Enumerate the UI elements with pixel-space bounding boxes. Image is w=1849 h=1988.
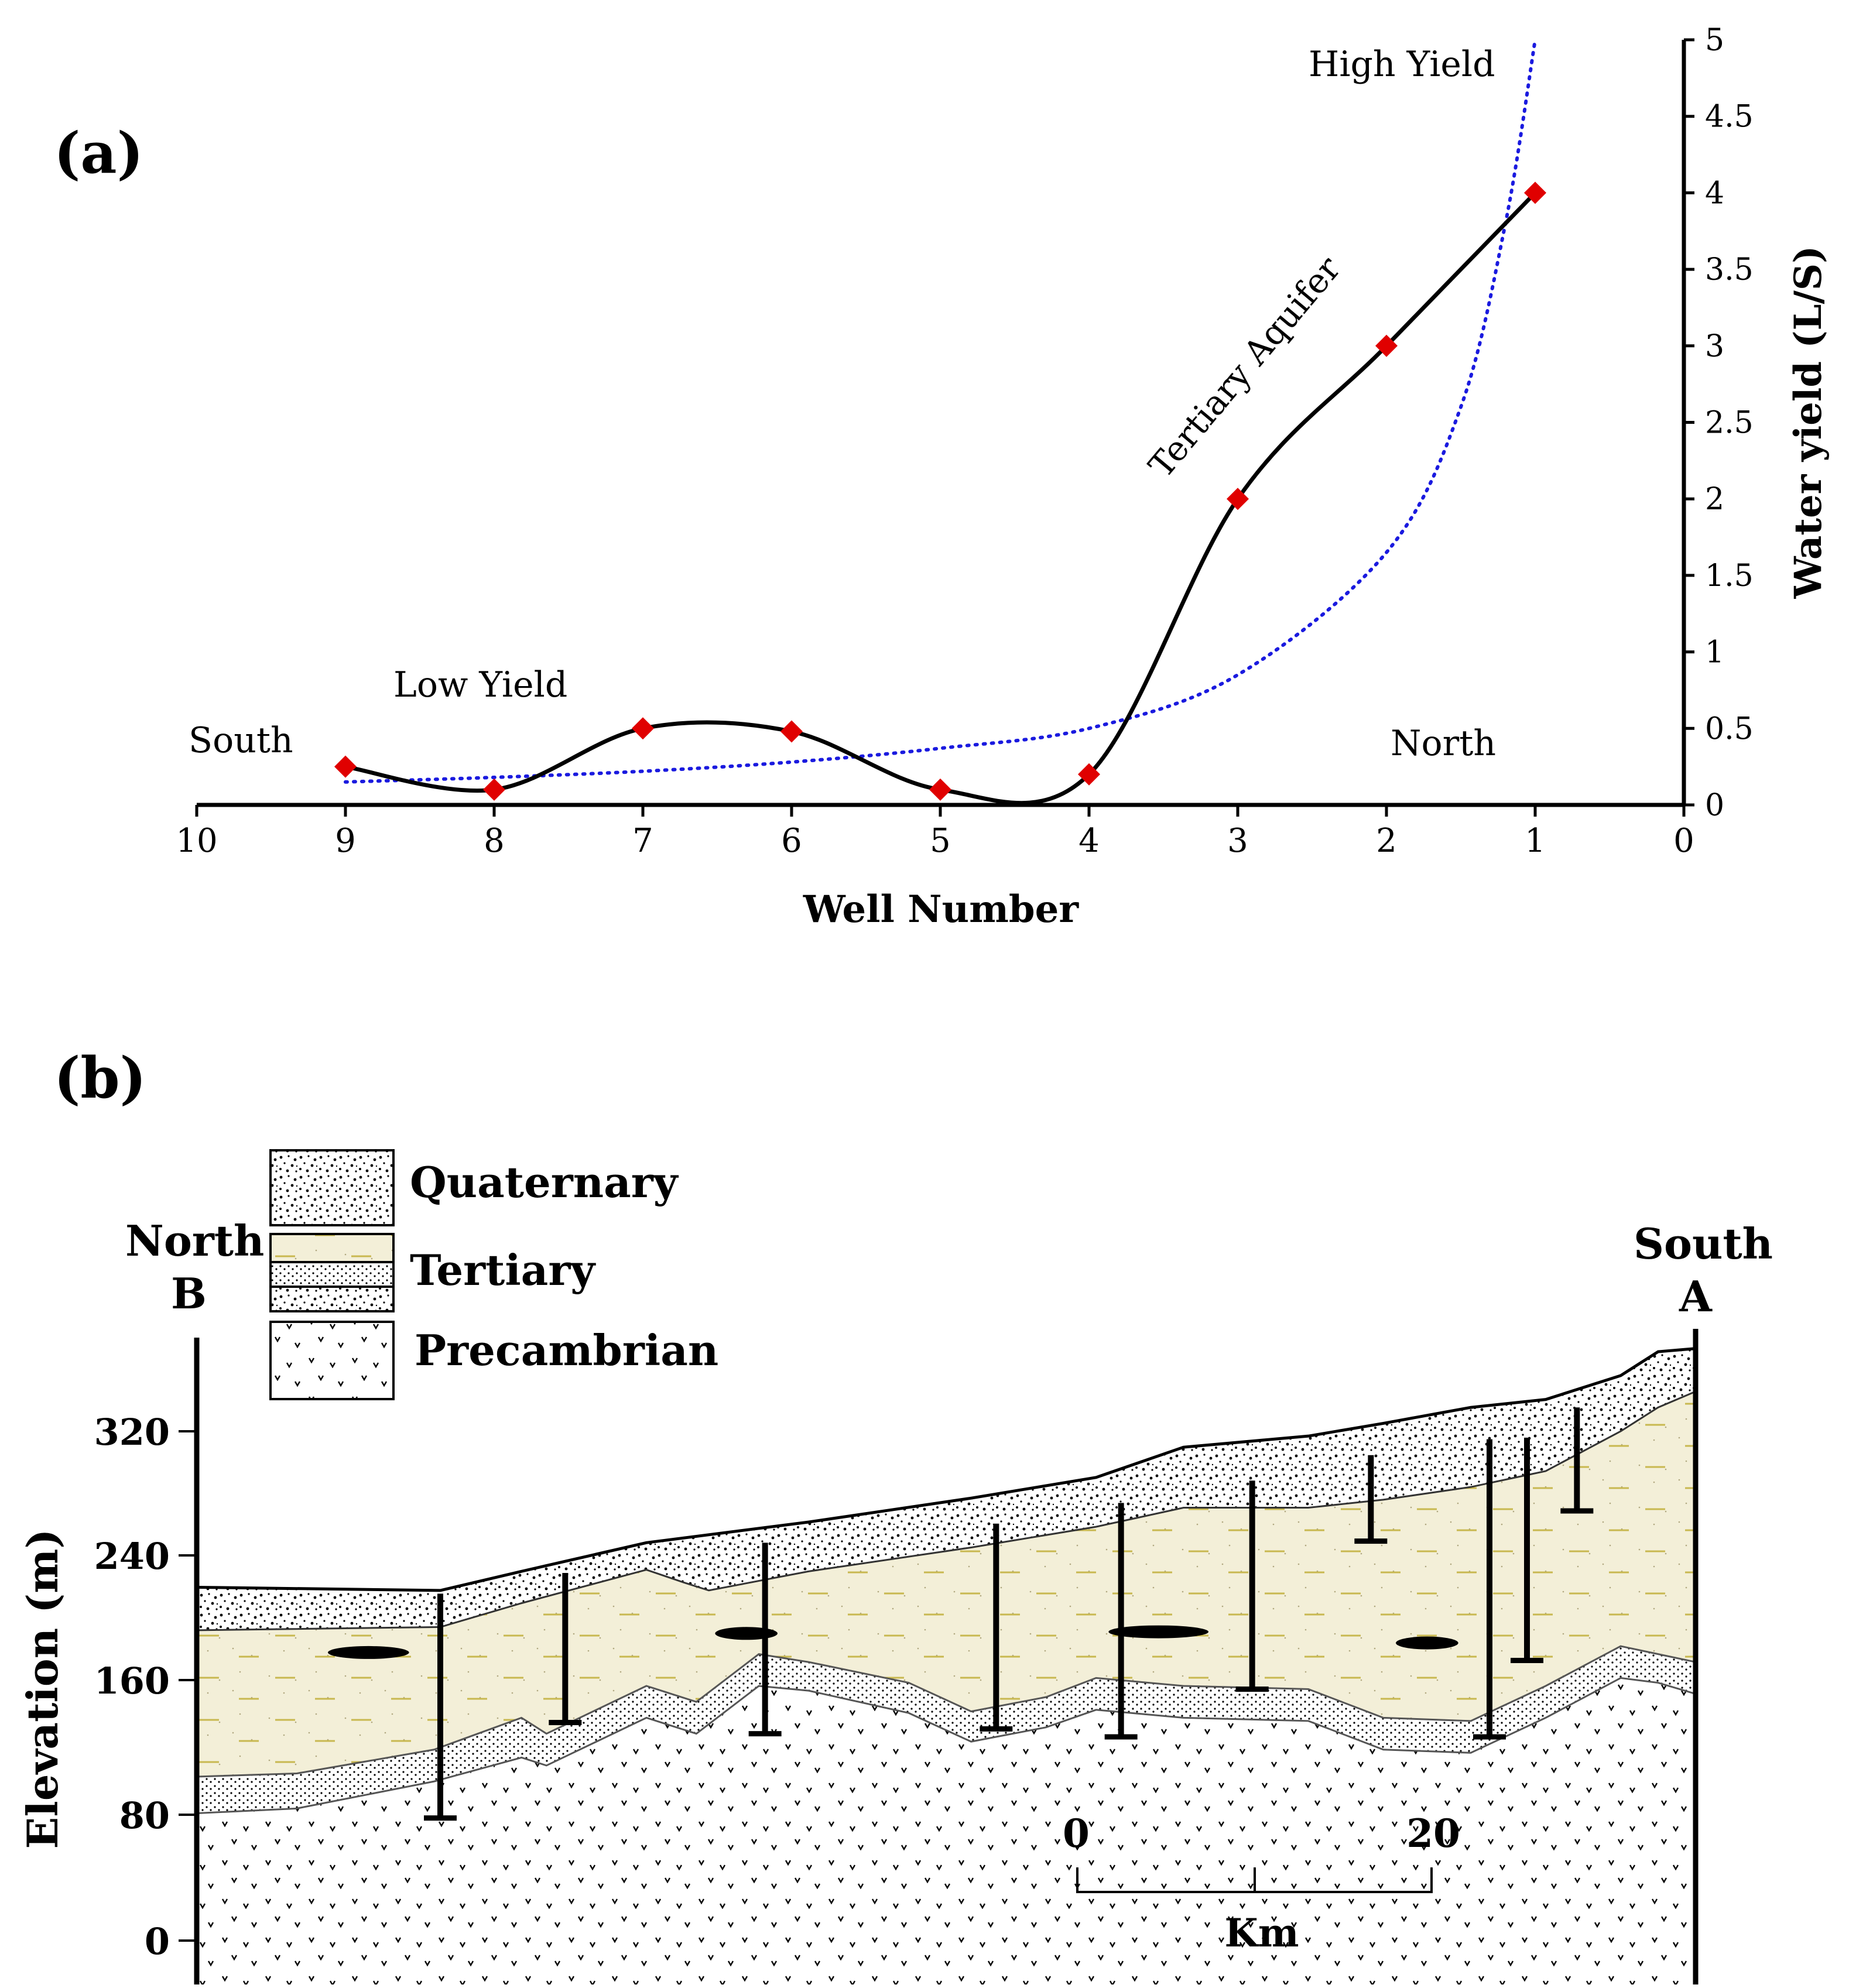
panel-b-cross-section: (b) Quaternary Tertiary Precambrian Nort… bbox=[18, 1045, 1773, 1984]
panel-a-label: (a) bbox=[54, 120, 143, 186]
y-tick-label: 0 bbox=[1705, 788, 1724, 823]
x-tick-label: 2 bbox=[1376, 822, 1397, 860]
x-tick-label: 8 bbox=[484, 822, 505, 860]
south-point-label: A bbox=[1679, 1271, 1713, 1321]
annotation-south: South bbox=[189, 720, 293, 761]
quaternary-base-line bbox=[196, 1390, 1696, 1631]
layer-tertiary bbox=[197, 1391, 1696, 1777]
y-tick-label: 4 bbox=[1705, 176, 1724, 211]
elevation-label-0: 0 bbox=[145, 1920, 170, 1963]
annotation-high-yield: High Yield bbox=[1309, 44, 1495, 85]
elevation-axis-title: Elevation (m) bbox=[18, 1529, 67, 1849]
data-point-marker bbox=[1375, 334, 1398, 357]
legend-swatch-tertiary-lower bbox=[269, 1286, 395, 1312]
data-point-marker bbox=[1524, 181, 1546, 204]
scale-bar-start: 0 bbox=[1063, 1811, 1090, 1856]
legend-swatch-quaternary bbox=[269, 1149, 395, 1226]
clay-lens bbox=[715, 1627, 778, 1640]
x-tick-label: 9 bbox=[335, 822, 356, 860]
legend-swatch-precambrian bbox=[269, 1321, 395, 1400]
elevation-axis: 320 240 160 80 0 Elevation (m) bbox=[18, 1411, 197, 1963]
legend-swatch-tertiary-upper bbox=[269, 1233, 395, 1263]
x-tick-label: 4 bbox=[1078, 822, 1100, 860]
panel-a-chart: (a) 10 9 8 7 6 5 4 3 2 1 0 00.511.522.533.544.55 W… bbox=[54, 23, 1830, 931]
y-tick-label: 5 bbox=[1705, 23, 1724, 58]
legend: Quaternary Tertiary Precambrian bbox=[269, 1149, 718, 1400]
y-tick-label: 1 bbox=[1705, 635, 1724, 670]
north-label: North bbox=[125, 1216, 264, 1266]
north-point-label: B bbox=[171, 1269, 207, 1318]
data-point-marker bbox=[334, 755, 357, 778]
legend-label-precambrian: Precambrian bbox=[415, 1325, 718, 1375]
scale-bar: 0 20 Km bbox=[1063, 1811, 1460, 1956]
trend-line bbox=[344, 38, 1537, 784]
clay-lens bbox=[328, 1646, 409, 1659]
legend-swatch-tertiary-middle bbox=[269, 1261, 395, 1288]
data-point-marker bbox=[929, 778, 951, 801]
elevation-label-80: 80 bbox=[119, 1794, 170, 1837]
y-tick-label: 4.5 bbox=[1705, 100, 1754, 135]
x-tick-label: 10 bbox=[176, 822, 217, 860]
y-tick-label: 1.5 bbox=[1705, 558, 1754, 594]
elevation-label-160: 160 bbox=[94, 1660, 170, 1702]
x-axis-title: Well Number bbox=[803, 887, 1080, 931]
annotation-low-yield: Low Yield bbox=[393, 664, 567, 705]
y-axis-title: Water yield (L/S) bbox=[1786, 246, 1830, 599]
panel-b-label: (b) bbox=[54, 1045, 146, 1111]
y-tick-label: 3.5 bbox=[1705, 252, 1754, 287]
scale-bar-unit: Km bbox=[1224, 1910, 1299, 1956]
x-tick-label: 3 bbox=[1227, 822, 1248, 860]
x-tick-label: 0 bbox=[1673, 822, 1694, 860]
data-point-marker bbox=[483, 778, 505, 801]
south-label: South bbox=[1634, 1219, 1773, 1269]
elevation-label-320: 320 bbox=[94, 1411, 170, 1454]
y-tick-label: 2 bbox=[1705, 482, 1724, 517]
legend-label-quaternary: Quaternary bbox=[410, 1157, 679, 1207]
x-tick-label: 5 bbox=[930, 822, 951, 860]
x-tick-label: 6 bbox=[781, 822, 802, 860]
legend-label-tertiary: Tertiary bbox=[410, 1245, 596, 1295]
x-tick-label: 1 bbox=[1525, 822, 1546, 860]
annotation-tertiary-aquifer: Tertiary Aquifer bbox=[1141, 249, 1348, 485]
tertiary-base-line bbox=[196, 1645, 1696, 1778]
annotation-north: North bbox=[1391, 723, 1496, 764]
ground-surface-line bbox=[196, 1347, 1696, 1592]
scale-bar-end: 20 bbox=[1406, 1811, 1460, 1856]
y-tick-label: 2.5 bbox=[1705, 406, 1754, 441]
y-tick-label: 0.5 bbox=[1705, 711, 1754, 746]
elevation-label-240: 240 bbox=[94, 1535, 170, 1578]
clay-lens bbox=[1396, 1636, 1458, 1650]
x-tick-label: 7 bbox=[632, 822, 653, 860]
y-tick-label: 3 bbox=[1705, 329, 1724, 364]
precambrian-top-line bbox=[196, 1677, 1696, 1814]
layer-quaternary bbox=[197, 1348, 1696, 1630]
layer-precambrian bbox=[197, 1678, 1696, 1984]
data-point-marker bbox=[780, 720, 803, 743]
clay-lens bbox=[1108, 1625, 1208, 1639]
data-point-marker bbox=[632, 717, 654, 740]
data-point-marker bbox=[1078, 763, 1100, 786]
data-point-marker bbox=[1227, 488, 1249, 510]
yield-line bbox=[345, 191, 1537, 806]
geology-layers bbox=[196, 1347, 1696, 1984]
